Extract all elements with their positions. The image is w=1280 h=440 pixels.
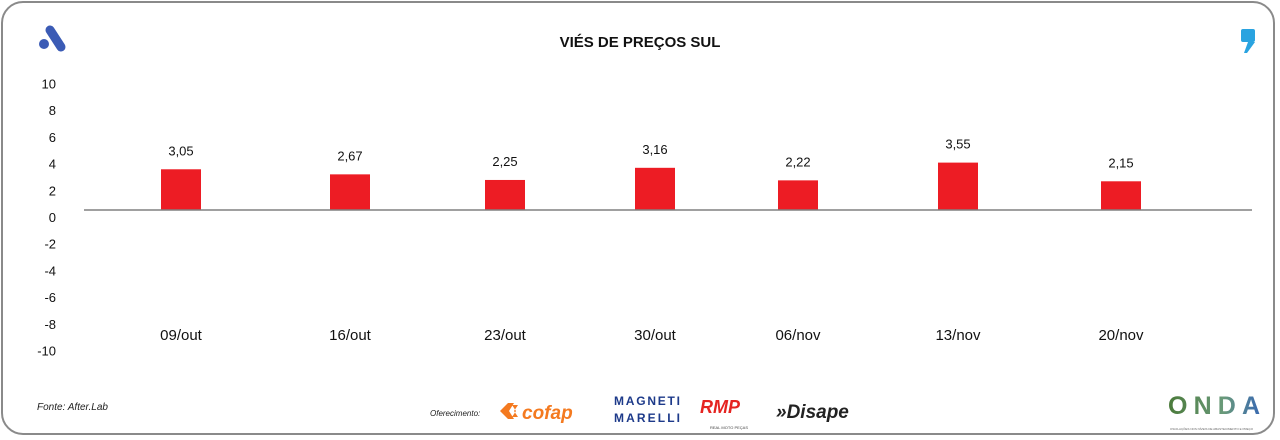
svg-text:RMP: RMP [700, 397, 741, 417]
svg-text:ONDA: ONDA [1168, 392, 1260, 420]
data-label: 2,25 [492, 154, 517, 169]
x-tick-label: 06/nov [775, 327, 821, 344]
y-tick-label: -8 [44, 317, 56, 332]
bar [635, 167, 675, 210]
y-tick-label: -10 [37, 344, 56, 359]
y-tick-label: -4 [44, 263, 56, 278]
bar [161, 169, 201, 210]
y-tick-label: 6 [49, 130, 56, 145]
svg-text:cofap: cofap [522, 403, 573, 424]
x-tick-label: 30/out [634, 327, 677, 344]
bar [330, 174, 370, 210]
svg-text:MAGNETI: MAGNETI [614, 394, 680, 408]
data-label: 2,22 [785, 154, 810, 169]
x-tick-label: 13/nov [935, 327, 981, 344]
data-label: 2,67 [337, 148, 362, 163]
y-tick-label: 8 [49, 103, 56, 118]
y-tick-label: 2 [49, 183, 56, 198]
bar [485, 179, 525, 210]
data-label: 3,16 [642, 142, 667, 157]
bar [778, 180, 818, 210]
bar [1101, 181, 1141, 210]
cofap-logo: cofap [500, 403, 573, 424]
y-tick-label: -2 [44, 237, 56, 252]
y-tick-label: 10 [42, 77, 56, 92]
svg-text:MARELLI: MARELLI [614, 411, 680, 425]
brand-a-logo [39, 25, 66, 52]
data-label: 2,15 [1108, 155, 1133, 170]
onda-logo: ONDA OSCILAÇÕES NOS NÍVEIS DE ABASTECIME… [1168, 392, 1260, 431]
x-tick-label: 09/out [160, 327, 203, 344]
comma-logo [1241, 29, 1255, 53]
svg-text:OSCILAÇÕES NOS NÍVEIS DE ABAST: OSCILAÇÕES NOS NÍVEIS DE ABASTECIMENTO E… [1170, 426, 1254, 431]
x-tick-label: 20/nov [1098, 327, 1144, 344]
source-note: Fonte: After.Lab [37, 402, 108, 413]
svg-text:REAL MOTO PEÇAS: REAL MOTO PEÇAS [710, 425, 748, 430]
y-tick-label: -6 [44, 290, 56, 305]
y-tick-label: 0 [49, 210, 56, 225]
disape-logo: »Disape [776, 402, 849, 423]
data-label: 3,55 [945, 137, 970, 152]
x-tick-label: 23/out [484, 327, 527, 344]
data-label: 3,05 [168, 143, 193, 158]
x-tick-label: 16/out [329, 327, 372, 344]
y-tick-label: 4 [49, 157, 56, 172]
sponsor-label: Oferecimento: [430, 409, 481, 418]
rmp-logo: RMP REAL MOTO PEÇAS [700, 397, 748, 430]
magneti-marelli-logo: MAGNETI MARELLI [614, 394, 680, 425]
bar [938, 162, 978, 210]
svg-text:»Disape: »Disape [776, 402, 849, 423]
chart-title: VIÉS DE PREÇOS SUL [559, 34, 721, 51]
